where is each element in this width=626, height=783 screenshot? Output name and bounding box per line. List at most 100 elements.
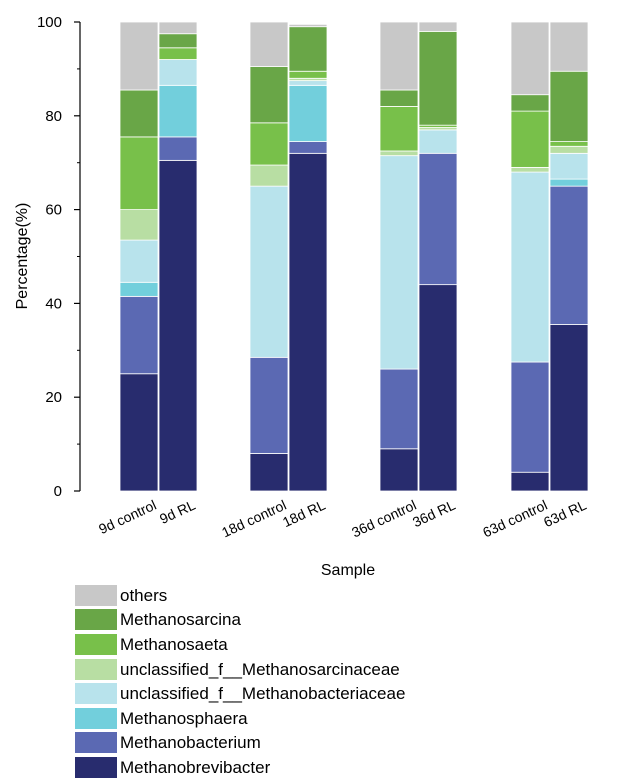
legend-swatch [75,683,117,705]
bar-segment-6-1 [418,284,458,492]
legend-swatch [75,756,117,778]
y-axis-label: Percentage(%) [14,203,31,310]
x-tick-label: 63d RL [541,497,589,531]
bar-segment-5-1 [379,448,419,492]
legend-item: others [75,583,405,608]
bar-segment-5-4 [379,155,419,370]
bar-segment-1-2 [119,295,159,375]
bar-segment-4-8 [288,23,328,28]
x-tick-label: 36d control [349,497,419,541]
y-axis-ticks: 0 20 40 60 80 100 [37,14,80,500]
bar-segment-3-4 [249,185,289,358]
bar-segment-3-7 [249,66,289,124]
x-tick-label: 63d control [480,497,550,541]
bar-segment-5-5 [379,150,419,157]
bar-segment-8-2 [549,185,589,325]
bar-segment-3-5 [249,164,289,187]
x-tick-label: 36d RL [410,497,458,531]
bar-segment-3-2 [249,356,289,454]
y-tick-label: 80 [45,108,62,125]
legend-swatch [75,658,117,680]
bar-segment-2-3 [158,84,198,138]
y-tick-label: 100 [37,14,62,31]
bar-segment-2-6 [158,47,198,60]
bar-segment-8-6 [549,141,589,147]
legend-label: Methanosphaera [120,708,248,728]
bar-segment-8-7 [549,70,589,142]
bar-segment-8-1 [549,324,589,492]
legend-item: Methanosarcina [75,608,405,633]
y-tick-label: 20 [45,389,62,406]
y-tick-label: 0 [54,483,62,500]
bar-segment-3-8 [249,21,289,67]
y-tick-label: 60 [45,202,62,219]
bar-segment-1-6 [119,136,159,210]
bar-segment-4-6 [288,70,328,79]
bar-segment-2-8 [158,21,198,35]
legend-label: unclassified_f__Methanosarcinaceae [120,659,400,679]
bar-segment-1-7 [119,89,159,138]
bar-segment-1-1 [119,373,159,492]
legend-swatch [75,633,117,655]
legend-label: unclassified_f__Methanobacteriaceae [120,684,406,704]
legend-label: Methanobrevibacter [120,757,271,777]
bar-segment-4-2 [288,141,328,154]
x-tick-label: 9d control [96,497,158,537]
bar-segment-2-2 [158,136,198,161]
bar-segment-8-8 [549,21,589,72]
y-tick-label: 40 [45,295,62,312]
bar-segment-7-7 [510,94,550,112]
bar-segment-5-7 [379,89,419,107]
bar-segment-3-6 [249,122,289,166]
legend-item: unclassified_f__Methanobacteriaceae [75,681,405,706]
bar-segment-6-8 [418,21,458,32]
legend-label: Methanosaeta [120,634,228,654]
legend-label: Methanosarcina [120,610,241,630]
x-tick-label: 9d RL [157,497,198,527]
bar-segment-1-8 [119,21,159,91]
legend-item: Methanosphaera [75,706,405,731]
bar-segment-8-4 [549,152,589,180]
legend-item: unclassified_f__Methanosarcinaceae [75,657,405,682]
legend-label: others [120,585,168,605]
legend-swatch [75,707,117,729]
bar-segment-7-5 [510,166,550,173]
bar-segment-1-3 [119,281,159,297]
bar-segment-5-2 [379,368,419,450]
bar-segment-2-4 [158,59,198,86]
bar-segment-4-1 [288,152,328,492]
bar-segment-8-5 [549,145,589,154]
bar-segment-8-3 [549,178,589,187]
bar-segment-7-2 [510,361,550,473]
bar-segment-7-8 [510,21,550,96]
bar-segment-2-7 [158,33,198,49]
legend-swatch [75,732,117,754]
x-tick-label: 18d RL [280,497,328,531]
bar-segment-6-2 [418,152,458,286]
bar-segment-7-4 [510,171,550,363]
bars-group [119,21,589,492]
bar-segment-5-8 [379,21,419,91]
x-axis-label: Sample [321,562,375,579]
bar-segment-7-1 [510,471,550,492]
bar-segment-4-7 [288,26,328,72]
x-tick-label: 18d control [219,497,289,541]
bar-segment-1-4 [119,239,159,283]
bar-segment-2-1 [158,159,198,492]
bar-segment-4-4 [288,80,328,86]
legend-item: Methanobrevibacter [75,755,405,780]
bar-segment-6-7 [418,30,458,126]
bar-segment-1-5 [119,209,159,241]
legend-swatch [75,609,117,631]
legend: others Methanosarcina Methanosaeta unclassi… [75,583,405,780]
bar-segment-5-6 [379,106,419,152]
bar-segment-6-4 [418,129,458,154]
bar-segment-4-3 [288,84,328,142]
legend-item: Methanosaeta [75,632,405,657]
bar-segment-3-1 [249,453,289,492]
bar-segment-7-6 [510,110,550,168]
legend-item: Methanobacterium [75,731,405,756]
legend-label: Methanobacterium [120,733,261,753]
